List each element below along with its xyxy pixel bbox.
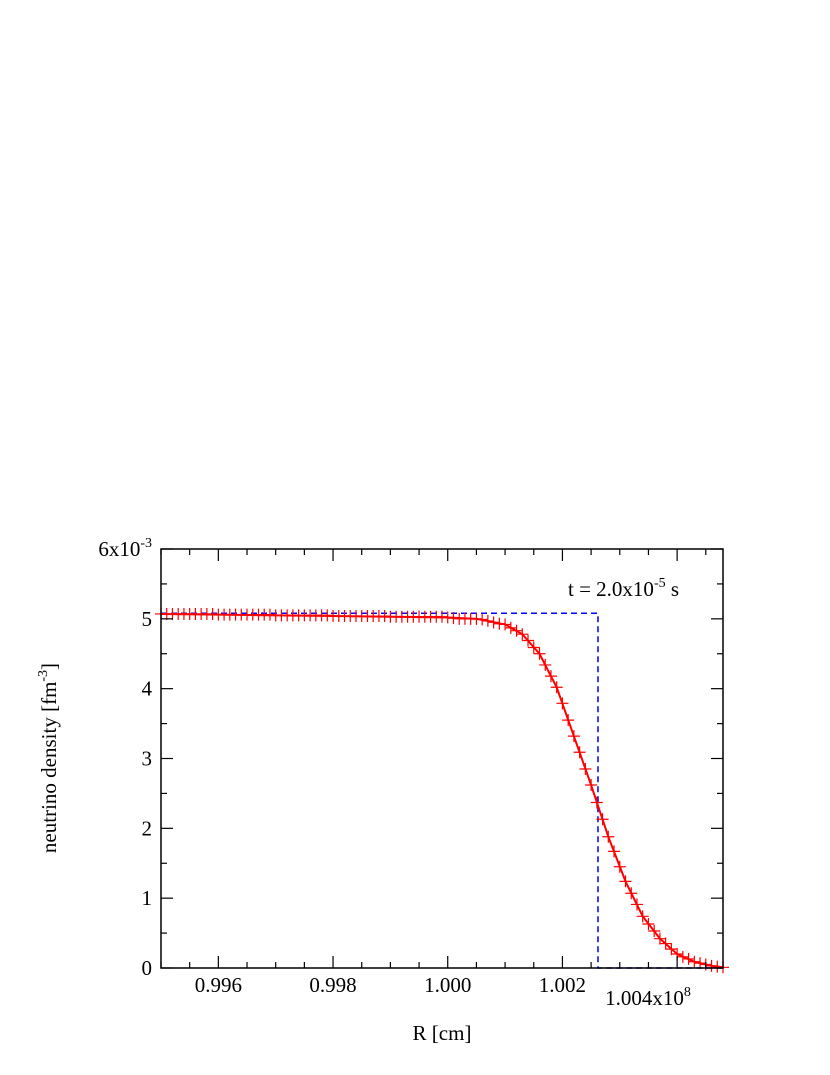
plus-marker (436, 610, 448, 623)
y-tick-label: 5 (142, 607, 153, 631)
plus-marker (493, 617, 506, 630)
plus-marker (527, 641, 540, 654)
plus-marker (522, 634, 535, 647)
plus-marker (556, 697, 569, 710)
plus-marker (619, 875, 632, 888)
y-tick-label: 6x10-3 (98, 536, 152, 561)
plus-marker (510, 624, 523, 637)
x-tick-label: 1.002 (539, 973, 586, 997)
x-tick-label: 1.000 (424, 973, 471, 997)
x-tick-label: 0.998 (309, 973, 356, 997)
plus-marker (613, 860, 626, 873)
tick-marks (160, 548, 723, 969)
plus-marker (608, 845, 621, 858)
y-tick-label: 2 (142, 816, 153, 840)
plus-marker (688, 955, 701, 968)
plus-marker (499, 618, 512, 631)
plus-marker (630, 898, 643, 911)
x-axis-label: R [cm] (413, 1021, 472, 1045)
plus-marker (665, 943, 678, 956)
y-tick-label: 0 (142, 956, 153, 980)
plus-marker (590, 796, 603, 809)
x-tick-label: 1.004x108 (605, 985, 691, 1010)
plus-marker (447, 612, 460, 625)
plus-marker (648, 924, 661, 937)
plus-marker (602, 830, 615, 843)
plus-marker (487, 616, 500, 629)
plus-marker (321, 609, 334, 622)
step-profile-line (161, 612, 723, 969)
y-axis-label: neutrino density [fm-3] (36, 663, 61, 853)
plus-marker (653, 932, 666, 945)
plus-marker (378, 610, 391, 623)
plus-marker (562, 714, 575, 727)
plus-marker (533, 647, 546, 660)
plus-marker (659, 937, 672, 950)
plus-marker (573, 746, 586, 759)
plus-marker (544, 670, 557, 683)
plus-marker (676, 950, 689, 963)
plus-marker (705, 959, 718, 972)
x-tick-label: 0.996 (195, 973, 242, 997)
plus-marker (585, 779, 598, 792)
y-tick-label: 1 (142, 886, 153, 910)
plus-marker (539, 658, 552, 671)
y-tick-label: 3 (142, 747, 153, 771)
plus-marker (694, 957, 707, 970)
density-curve-line (160, 612, 724, 969)
plus-marker (682, 952, 695, 965)
marker-series (155, 607, 729, 974)
plus-marker (642, 918, 655, 931)
plot-marks (155, 607, 729, 974)
plus-marker (206, 607, 219, 620)
tick-labels: 0 1 2 3 4 5 6x10-3 0.996 0.998 1.000 1.002 1.004x10… (98, 536, 691, 1010)
plus-marker (476, 613, 489, 626)
plus-marker (711, 960, 724, 973)
plus-marker (550, 681, 563, 694)
plus-marker (516, 628, 529, 641)
plus-marker (481, 614, 494, 627)
plus-marker (636, 910, 649, 923)
plus-marker (470, 612, 483, 625)
plus-marker (441, 611, 454, 624)
plus-marker (579, 762, 592, 775)
plus-marker (263, 608, 276, 621)
plus-marker (504, 621, 517, 634)
annotation: t = 2.0x10-5 s (568, 576, 679, 601)
y-tick-label: 4 (142, 677, 153, 701)
plus-marker (596, 813, 609, 826)
plus-marker (567, 730, 580, 743)
plus-marker (625, 887, 638, 900)
